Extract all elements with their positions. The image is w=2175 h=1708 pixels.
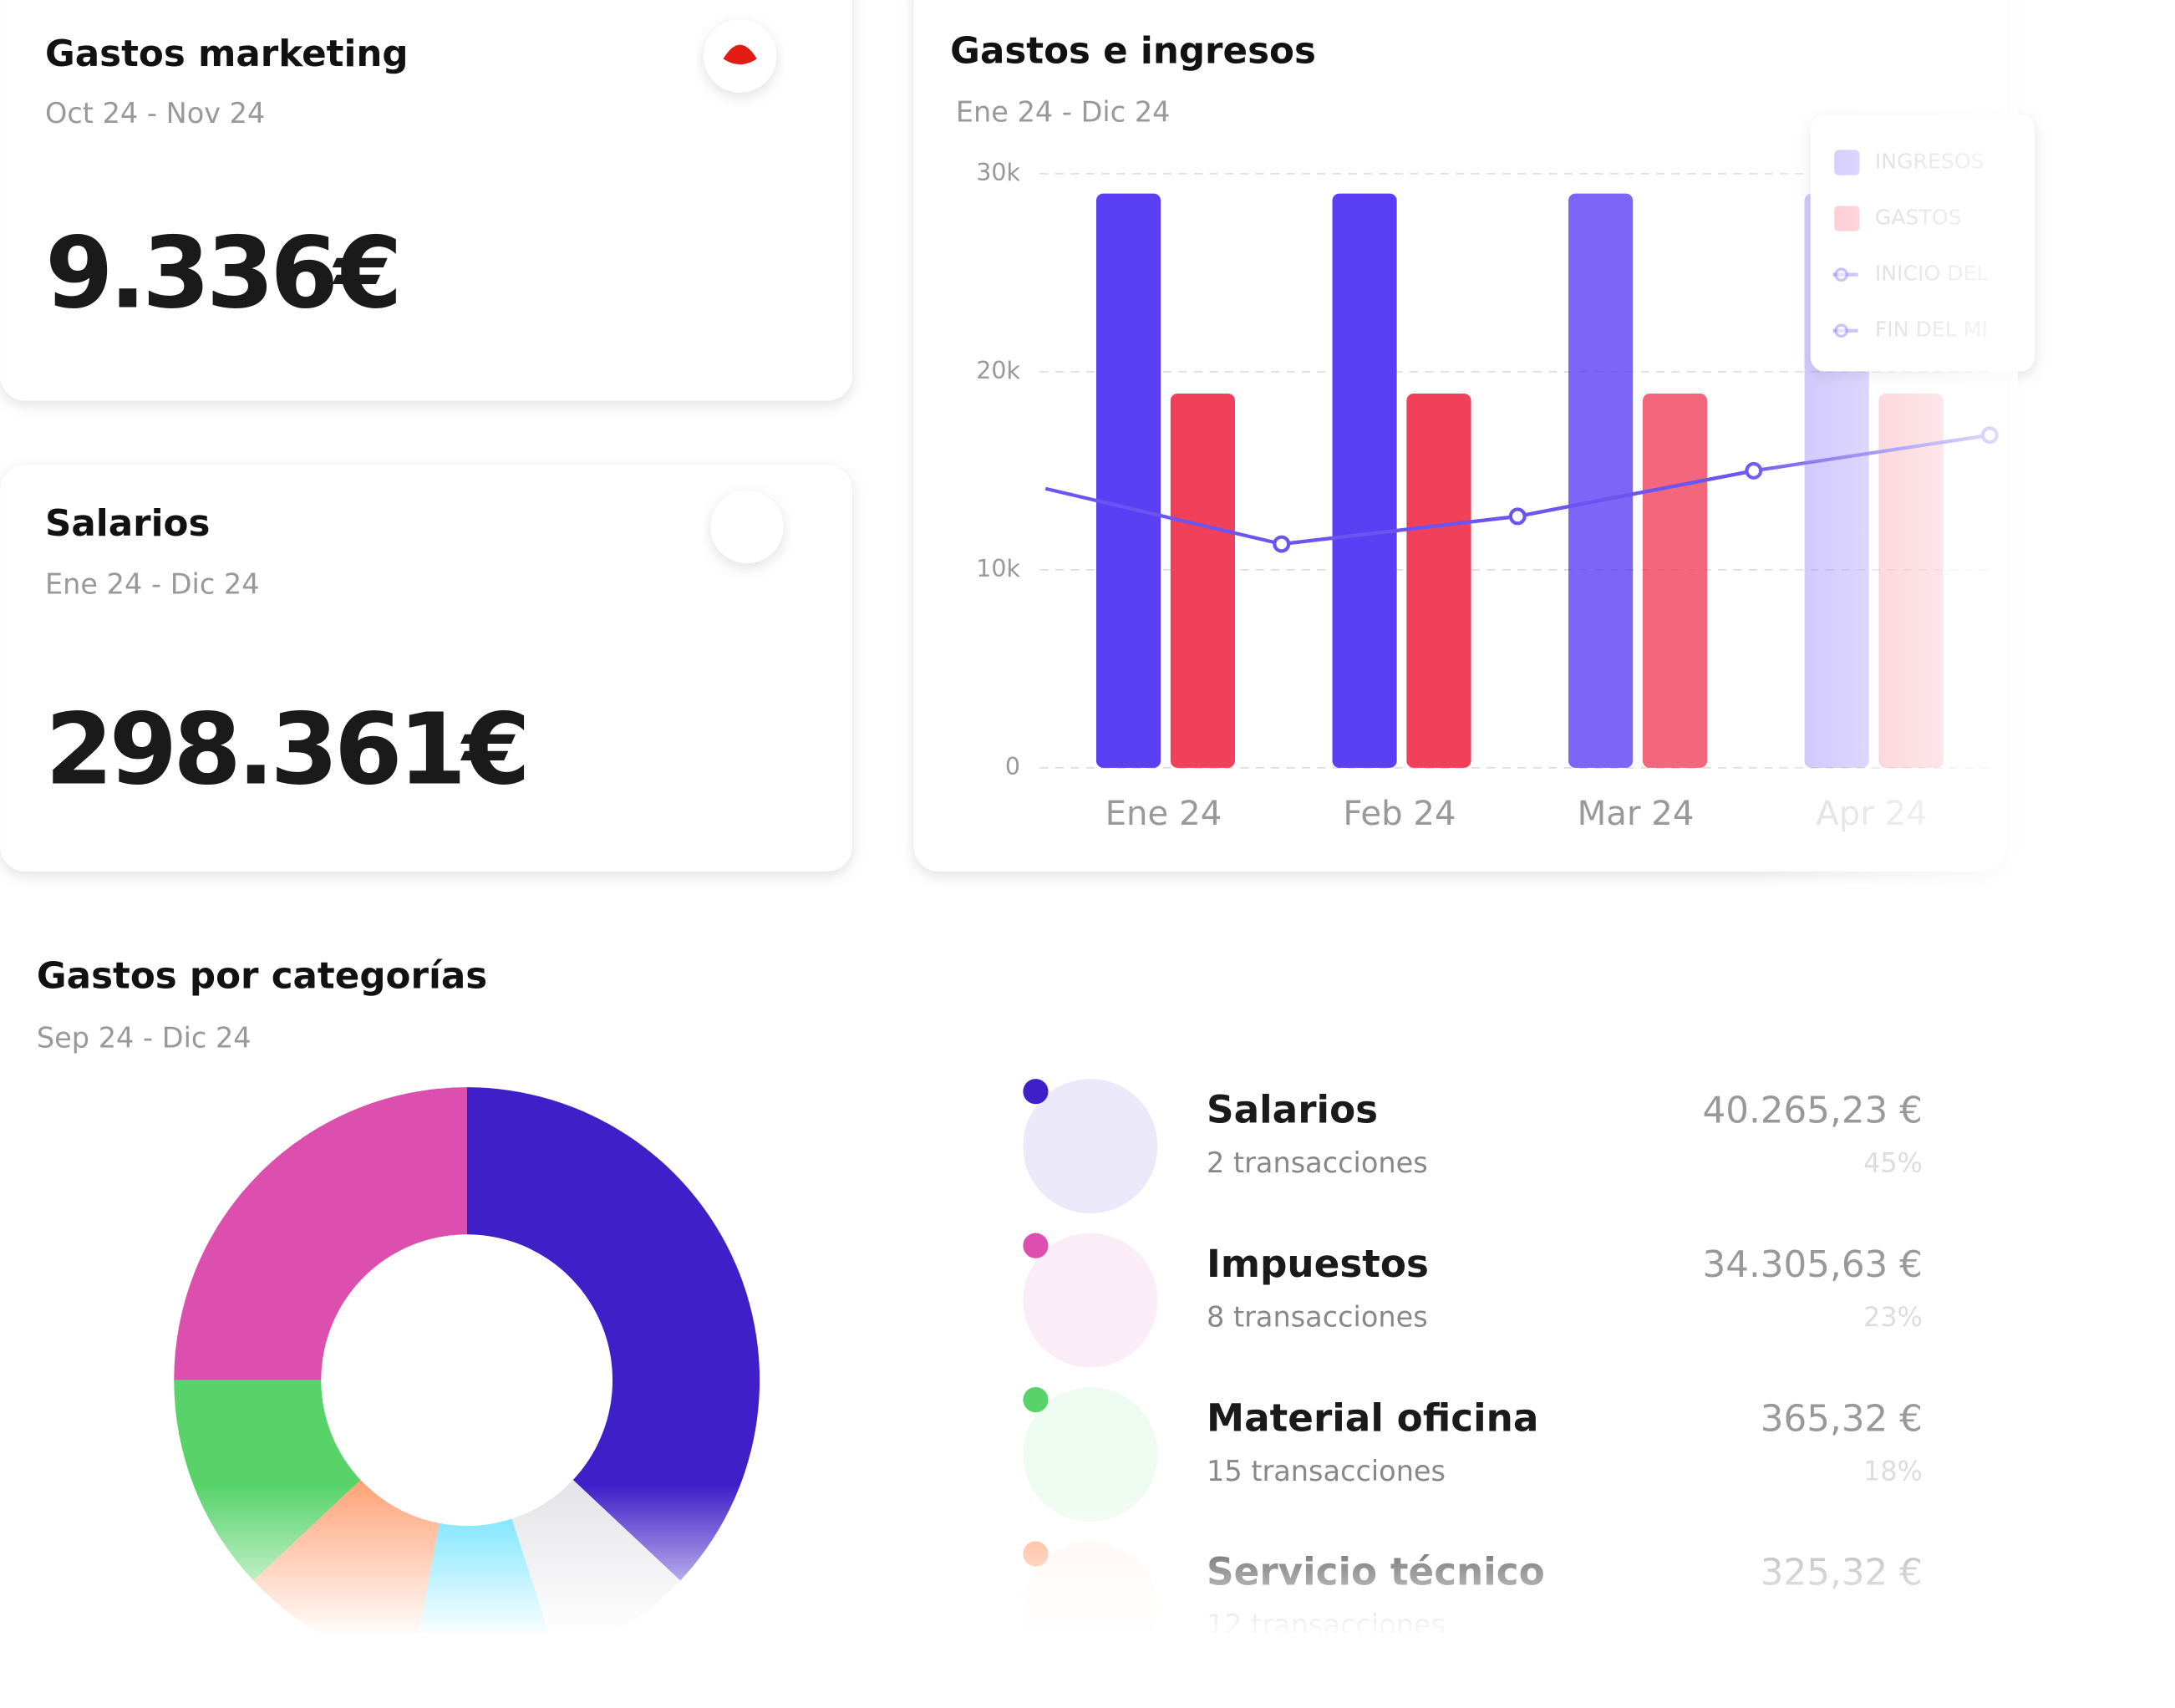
- item-name: Material oficina: [1207, 1395, 1538, 1440]
- item-transactions: 15 transacciones: [1207, 1455, 1446, 1487]
- bar: [1568, 193, 1634, 768]
- item-amount: 34.305,63 €: [1702, 1244, 1922, 1286]
- card-title: Gastos marketing: [45, 33, 409, 75]
- pie-slice: [174, 1087, 467, 1380]
- y-tick-label: 20k: [976, 357, 1020, 384]
- fade: [1737, 0, 2018, 911]
- item-transactions: 2 transacciones: [1207, 1146, 1428, 1179]
- logo: [710, 490, 784, 564]
- x-tick-label: Mar 24: [1578, 795, 1695, 833]
- item-amount: 40.265,23 €: [1702, 1090, 1922, 1131]
- card: [0, 0, 852, 401]
- bar: [1406, 393, 1471, 768]
- panel-title: Gastos por categorías: [37, 955, 487, 997]
- card-title: Salarios: [45, 503, 210, 545]
- logo: [723, 44, 757, 65]
- item-icon-bg: [1023, 1079, 1158, 1214]
- chart-subtitle: Ene 24 - Dic 24: [956, 95, 1171, 128]
- item-dot: [1023, 1387, 1049, 1413]
- y-tick-label: 0: [1005, 753, 1020, 780]
- item-name: Impuestos: [1207, 1242, 1429, 1286]
- bar: [1642, 393, 1708, 768]
- point: [1508, 507, 1527, 526]
- bar: [1095, 193, 1161, 768]
- item-icon-bg: [1023, 1233, 1158, 1368]
- item-share: 18%: [1863, 1455, 1923, 1487]
- card-amount: 298.361€: [45, 693, 526, 807]
- item-dot: [1023, 1233, 1049, 1258]
- card-period: Ene 24 - Dic 24: [45, 567, 260, 600]
- x-tick-label: Feb 24: [1343, 795, 1456, 833]
- fade: [0, 1485, 2175, 1639]
- chart-title: Gastos e ingresos: [950, 31, 1316, 73]
- x-tick-label: Ene 24: [1105, 795, 1222, 833]
- item-share: 45%: [1863, 1146, 1923, 1178]
- bar: [1332, 193, 1397, 768]
- y-tick-label: 30k: [976, 159, 1020, 186]
- bar: [1170, 393, 1235, 768]
- card-period: Oct 24 - Nov 24: [45, 97, 265, 130]
- item-dot: [1023, 1079, 1049, 1105]
- point: [1273, 535, 1291, 553]
- pie-slice: [466, 1087, 760, 1581]
- fade: [0, 1632, 2175, 1708]
- item-amount: 365,32 €: [1761, 1398, 1923, 1440]
- card: [0, 465, 852, 872]
- card-amount: 9.336€: [45, 216, 399, 331]
- item-share: 23%: [1863, 1301, 1923, 1333]
- item-name: Salarios: [1207, 1087, 1378, 1131]
- panel-period: Sep 24 - Dic 24: [37, 1022, 252, 1055]
- y-tick-label: 10k: [976, 555, 1020, 582]
- item-transactions: 8 transacciones: [1207, 1300, 1428, 1333]
